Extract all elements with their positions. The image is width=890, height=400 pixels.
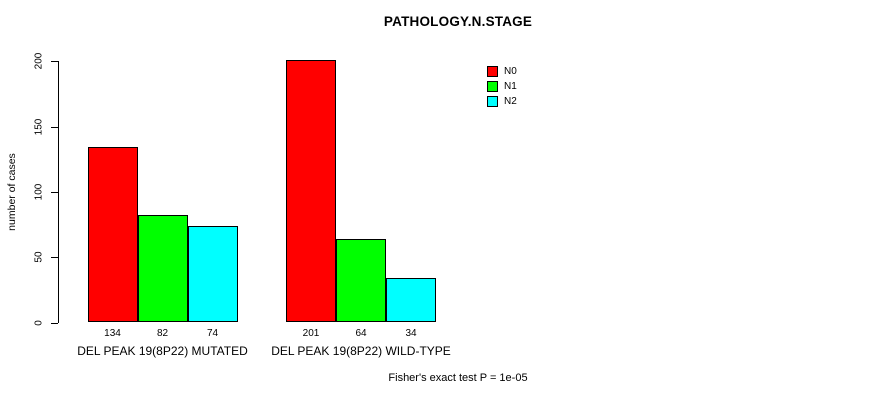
y-tick-mark xyxy=(51,126,58,128)
y-axis-label: number of cases xyxy=(6,153,18,231)
bar-n2-group2 xyxy=(386,278,436,323)
y-tick-mark xyxy=(51,257,58,259)
chart-title: PATHOLOGY.N.STAGE xyxy=(383,14,533,29)
legend-item-n0: N0 xyxy=(487,64,517,79)
legend-item-n2: N2 xyxy=(487,94,517,109)
y-tick-label: 200 xyxy=(33,52,45,70)
legend-item-n1: N1 xyxy=(487,79,517,94)
legend-swatch-n0 xyxy=(487,66,498,77)
y-tick-mark xyxy=(51,322,58,324)
y-tick-mark xyxy=(51,191,58,193)
y-tick-label: 100 xyxy=(33,183,45,201)
bar-n0-group2 xyxy=(286,59,336,323)
bar-n2-group1 xyxy=(187,225,238,323)
y-tick-label: 50 xyxy=(33,251,45,263)
bar-value-label: 134 xyxy=(104,327,121,339)
legend-label-n2: N2 xyxy=(504,96,517,107)
bar-value-label: 34 xyxy=(405,327,417,339)
legend-swatch-n1 xyxy=(487,81,498,92)
bar-n0-group1 xyxy=(87,147,138,323)
legend: N0 N1 N2 xyxy=(487,64,517,109)
y-tick-label: 150 xyxy=(33,118,45,135)
y-axis-line xyxy=(58,61,59,323)
bar-value-label: 201 xyxy=(302,327,320,339)
legend-swatch-n2 xyxy=(487,96,498,107)
y-tick-label: 0 xyxy=(33,319,45,326)
y-tick-mark xyxy=(51,61,58,63)
fisher-test-annotation: Fisher's exact test P = 1e-05 xyxy=(388,372,528,384)
legend-label-n1: N1 xyxy=(504,81,517,92)
bar-value-label: 64 xyxy=(355,327,367,339)
group-label: DEL PEAK 19(8P22) WILD-TYPE xyxy=(271,344,451,358)
bar-n1-group1 xyxy=(137,215,188,323)
group-label: DEL PEAK 19(8P22) MUTATED xyxy=(77,344,248,358)
bar-value-label: 82 xyxy=(156,327,169,339)
bar-n1-group2 xyxy=(336,238,386,323)
legend-label-n0: N0 xyxy=(504,66,517,77)
bar-value-label: 74 xyxy=(206,327,219,339)
